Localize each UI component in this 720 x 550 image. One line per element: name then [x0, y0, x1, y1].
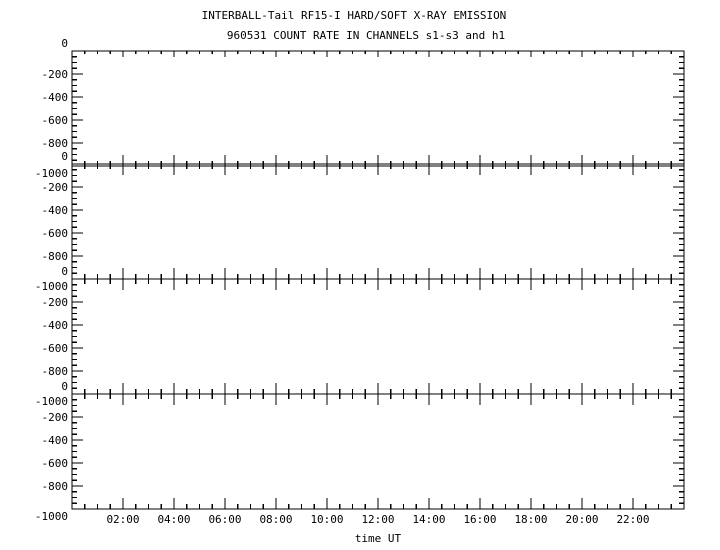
- x-tick-label: 08:00: [259, 513, 292, 526]
- chart-subtitle: 960531 COUNT RATE IN CHANNELS s1-s3 and …: [227, 29, 505, 42]
- y-tick-label: -600: [42, 342, 69, 355]
- panel-frame: [71, 393, 685, 510]
- y-tick-label: 0: [61, 37, 68, 50]
- x-tick-label: 10:00: [310, 513, 343, 526]
- y-tick-label: -600: [42, 227, 69, 240]
- y-tick-label: -800: [42, 480, 69, 493]
- y-tick-label: -400: [42, 319, 69, 332]
- x-tick-label: 18:00: [514, 513, 547, 526]
- y-tick-label: -600: [42, 114, 69, 127]
- y-tick-label: -400: [42, 204, 69, 217]
- y-tick-label: 0: [61, 380, 68, 393]
- y-tick-label: 0: [61, 265, 68, 278]
- x-axis-label: time UT: [355, 532, 402, 545]
- panel-frame: [71, 163, 685, 280]
- y-tick-label: -1000: [35, 167, 68, 180]
- y-tick-label: -200: [42, 296, 69, 309]
- y-tick-label: -800: [42, 250, 69, 263]
- x-tick-label: 20:00: [565, 513, 598, 526]
- x-tick-label: 04:00: [157, 513, 190, 526]
- chart-title: INTERBALL-Tail RF15-I HARD/SOFT X-RAY EM…: [202, 9, 507, 22]
- y-tick-label: -400: [42, 91, 69, 104]
- y-tick-label: -600: [42, 457, 69, 470]
- x-tick-label: 02:00: [106, 513, 139, 526]
- y-tick-label: -1000: [35, 510, 68, 523]
- y-tick-label: -200: [42, 411, 69, 424]
- x-tick-label: 22:00: [616, 513, 649, 526]
- y-tick-label: -1000: [35, 395, 68, 408]
- y-tick-label: -400: [42, 434, 69, 447]
- x-tick-label: 14:00: [412, 513, 445, 526]
- panel-frame: [71, 278, 685, 395]
- y-tick-label: 0: [61, 150, 68, 163]
- x-tick-label: 06:00: [208, 513, 241, 526]
- x-tick-label: 12:00: [361, 513, 394, 526]
- y-tick-label: -800: [42, 137, 69, 150]
- y-tick-label: -200: [42, 181, 69, 194]
- y-tick-label: -1000: [35, 280, 68, 293]
- y-tick-label: -200: [42, 68, 69, 81]
- x-tick-label: 16:00: [463, 513, 496, 526]
- panel-frame: [71, 50, 685, 167]
- y-tick-label: -800: [42, 365, 69, 378]
